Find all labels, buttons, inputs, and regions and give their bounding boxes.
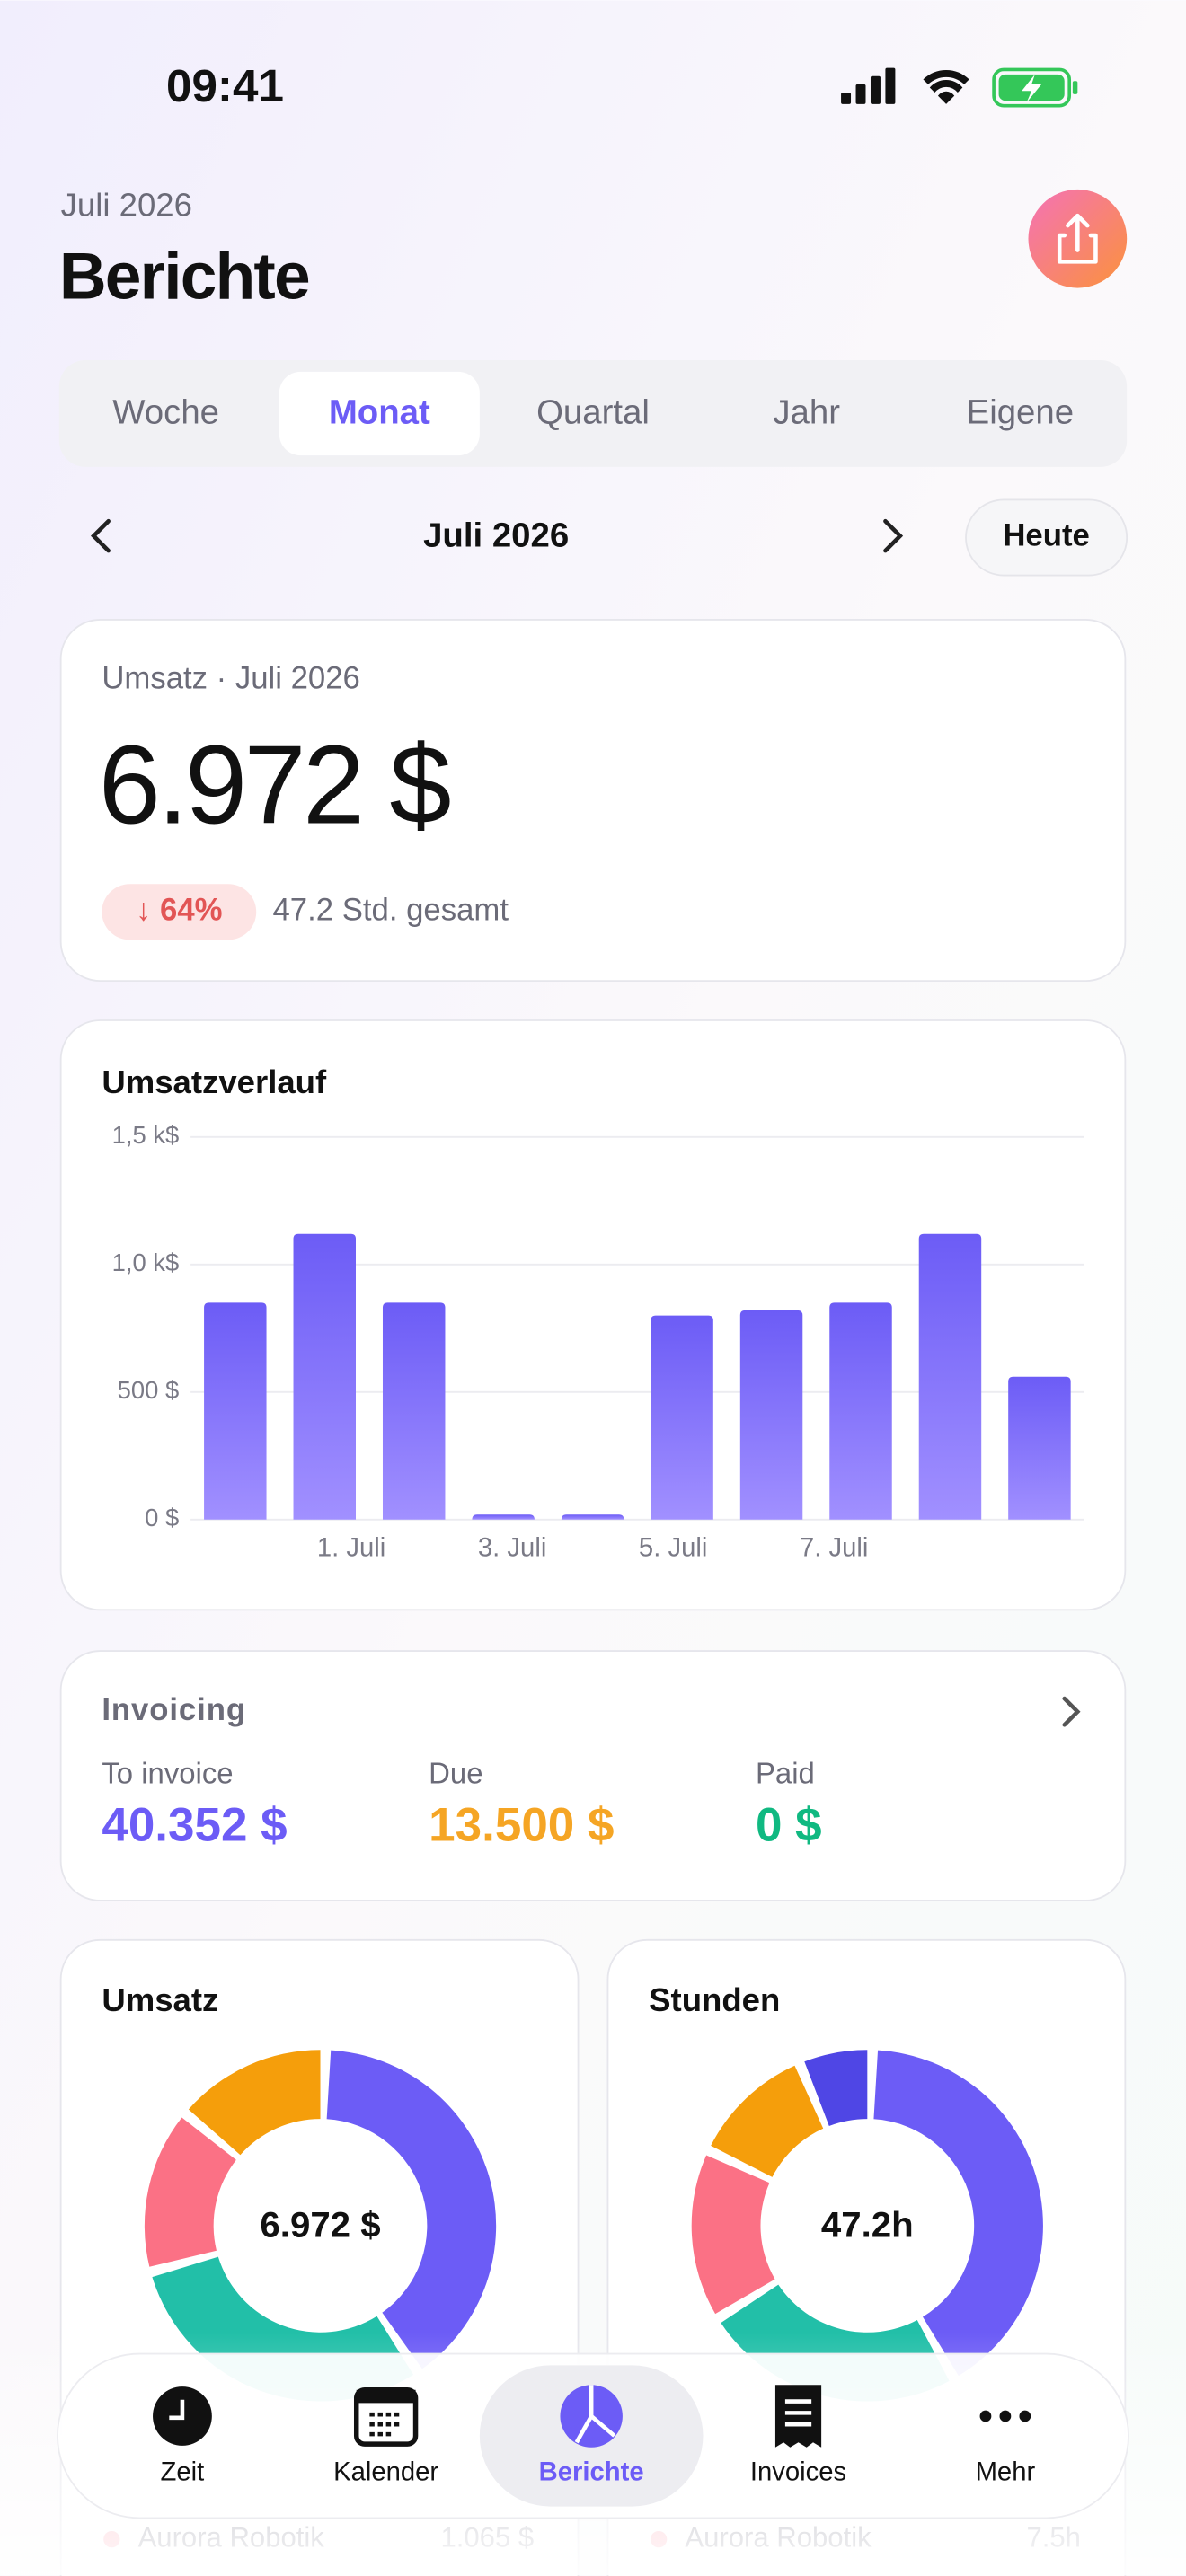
tab-icon[interactable] — [353, 2387, 419, 2447]
share-icon — [1057, 213, 1098, 264]
donut-segment — [804, 2050, 868, 2126]
icon-part — [169, 2399, 185, 2421]
donut-segment — [711, 2065, 824, 2177]
change-label: ↓ 64% — [136, 894, 223, 928]
hours-label: 47.2 Std. gesamt — [272, 894, 509, 928]
invoice-label: Due — [429, 1757, 482, 1790]
icon-part — [356, 2389, 416, 2404]
donut-center: 6.972 $ — [260, 2204, 380, 2245]
invoice-value: 0 $ — [756, 1798, 822, 1851]
invoicing-card[interactable] — [59, 1650, 1127, 1901]
x-tick-label: 7. Juli — [800, 1533, 868, 1562]
bar — [561, 1514, 624, 1520]
tab-label[interactable]: Woche — [112, 393, 219, 432]
donut-title: Stunden — [649, 1981, 780, 2018]
icon-part — [574, 2385, 616, 2444]
bar — [829, 1302, 892, 1520]
summary-card — [59, 618, 1127, 983]
period-label: Juli 2026 — [423, 516, 569, 555]
bar — [651, 1315, 713, 1520]
y-tick-label: 1,5 k$ — [112, 1121, 180, 1149]
y-tick-label: 500 $ — [118, 1376, 180, 1404]
invoice-label: Paid — [756, 1757, 815, 1790]
icon-part — [369, 2412, 403, 2437]
bar — [204, 1302, 267, 1520]
donut-title: Umsatz — [102, 1981, 218, 2018]
status-icons — [841, 67, 1078, 108]
bar — [472, 1514, 535, 1520]
y-tick-label: 0 $ — [145, 1504, 179, 1531]
title: Berichte — [59, 241, 309, 313]
subtitle: Juli 2026 — [61, 187, 192, 224]
donut-segment — [873, 2050, 1043, 2377]
invoice-label: To invoice — [102, 1757, 233, 1790]
invoice-value: 40.352 $ — [102, 1798, 287, 1851]
tab-label[interactable]: Quartal — [536, 393, 650, 432]
tab-label[interactable]: Kalender — [333, 2458, 438, 2487]
bar — [1008, 1376, 1071, 1520]
tab-label[interactable]: Invoices — [750, 2458, 846, 2487]
next-button[interactable] — [883, 518, 904, 553]
donut-segment — [144, 2117, 236, 2267]
tab-label[interactable]: Berichte — [539, 2458, 644, 2487]
invoicing-title: Invoicing — [102, 1693, 246, 1727]
prev-button[interactable] — [90, 518, 111, 553]
bar — [918, 1233, 982, 1520]
tab-label[interactable]: Jahr — [773, 393, 840, 432]
bar — [293, 1233, 356, 1520]
change-badge — [102, 884, 257, 940]
donut-segment — [326, 2050, 497, 2369]
donut-segment — [188, 2050, 321, 2156]
tab-icon[interactable] — [560, 2385, 623, 2448]
icon-part — [999, 2410, 1012, 2422]
status-time: 09:41 — [166, 60, 284, 111]
tab-selected[interactable] — [279, 371, 480, 456]
icon-part — [784, 2399, 812, 2427]
today-label: Heute — [1003, 519, 1089, 553]
donut-center: 47.2h — [821, 2204, 914, 2245]
bar — [382, 1302, 446, 1520]
x-tick-label: 1. Juli — [317, 1533, 385, 1562]
invoice-value: 13.500 $ — [429, 1798, 614, 1851]
tab-label[interactable]: Zeit — [161, 2458, 205, 2487]
bar — [739, 1310, 803, 1520]
summary-value: 6.972 $ — [99, 723, 451, 848]
y-tick-label: 1,0 k$ — [112, 1248, 180, 1276]
tab-icon[interactable] — [979, 2410, 1031, 2422]
icon-part — [1019, 2410, 1031, 2422]
icon-part — [774, 2385, 822, 2448]
tab-label[interactable]: Monat — [329, 393, 430, 432]
tab-icon[interactable] — [774, 2385, 822, 2448]
donut-segment — [691, 2155, 775, 2315]
tab-label[interactable]: Eigene — [967, 393, 1075, 432]
invoicing-chevron — [1062, 1696, 1081, 1727]
today-button[interactable] — [965, 498, 1128, 577]
summary-label: Umsatz · Juli 2026 — [102, 662, 360, 696]
x-tick-label: 5. Juli — [639, 1533, 707, 1562]
chart-title: Umsatzverlauf — [102, 1063, 327, 1100]
tab-icon[interactable] — [153, 2386, 212, 2446]
x-tick-label: 3. Juli — [478, 1533, 546, 1562]
tab-label[interactable]: Mehr — [976, 2458, 1036, 2487]
icon-part — [979, 2410, 992, 2422]
